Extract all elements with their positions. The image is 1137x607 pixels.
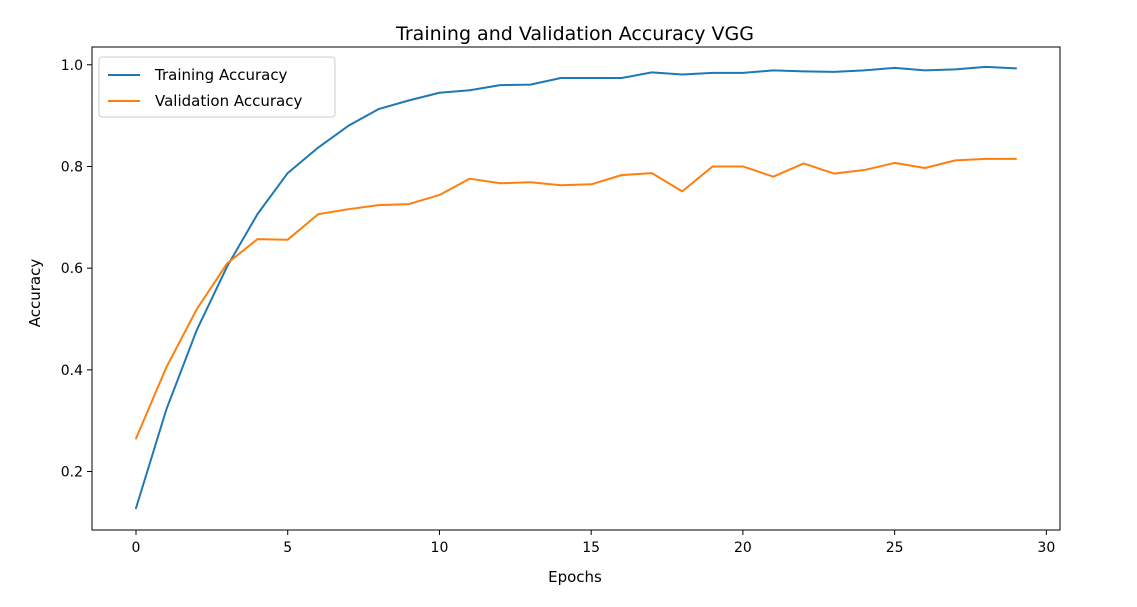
y-tick-label: 1.0 <box>61 58 83 74</box>
plot-frame <box>91 46 1061 531</box>
validation-accuracy-line <box>135 157 1017 440</box>
y-tick-label: 0.4 <box>61 363 83 379</box>
y-axis-label: Accuracy <box>26 259 44 328</box>
x-tick-label: 0 <box>132 540 141 556</box>
x-tick-label: 15 <box>582 540 600 556</box>
x-axis-label: Epochs <box>548 568 602 586</box>
x-tick-label: 30 <box>1037 540 1055 556</box>
x-axis: 0 5 10 15 20 25 30 <box>132 530 1055 556</box>
x-tick-label: 10 <box>431 540 449 556</box>
x-tick-label: 20 <box>734 540 752 556</box>
y-tick-label: 0.8 <box>61 159 83 175</box>
y-tick-label: 0.6 <box>61 261 83 277</box>
legend: Training Accuracy Validation Accuracy <box>98 56 336 118</box>
chart-title: Training and Validation Accuracy VGG <box>395 23 754 45</box>
series-layer <box>135 65 1017 510</box>
legend-label-validation: Validation Accuracy <box>155 92 302 110</box>
x-tick-label: 25 <box>886 540 904 556</box>
legend-label-training: Training Accuracy <box>154 66 288 84</box>
legend-box <box>98 56 336 118</box>
x-tick-label: 5 <box>283 540 292 556</box>
y-axis: 0.2 0.4 0.6 0.8 1.0 <box>61 58 92 481</box>
y-tick-label: 0.2 <box>61 465 83 481</box>
training-accuracy-line <box>135 65 1017 510</box>
